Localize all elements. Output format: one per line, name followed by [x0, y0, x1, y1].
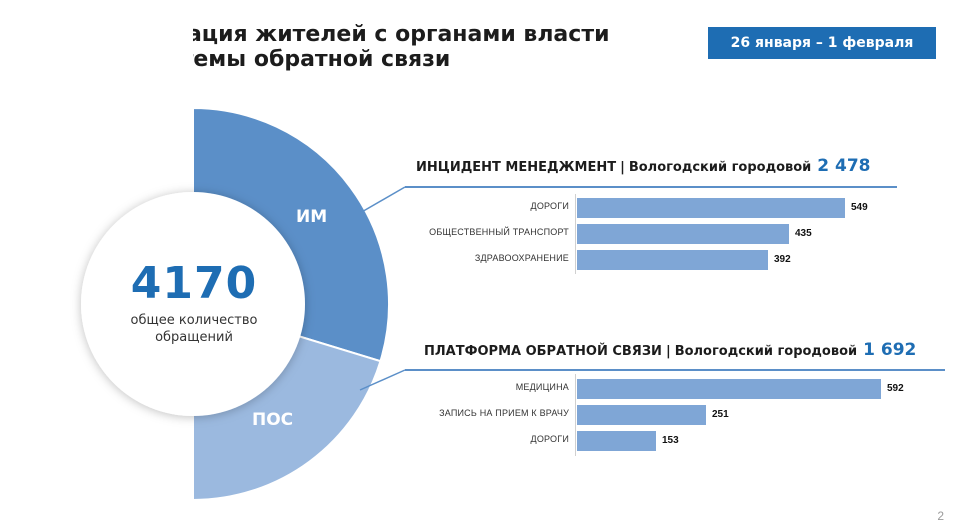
bar — [577, 405, 706, 425]
bar — [577, 198, 845, 218]
bar-category-label: ОБЩЕСТВЕННЫЙ ТРАНСПОРТ — [429, 227, 569, 237]
section-title-separator: | — [620, 160, 625, 175]
section-title-main: ПЛАТФОРМА ОБРАТНОЙ СВЯЗИ — [424, 344, 662, 359]
bar — [577, 224, 789, 244]
bar-category-label: ЗДРАВООХРАНЕНИЕ — [474, 253, 569, 263]
section-total: 1 692 — [863, 340, 917, 360]
bar — [577, 250, 768, 270]
section-total: 2 478 — [817, 156, 871, 176]
bar-category-label: ЗАПИСЬ НА ПРИЕМ К ВРАЧУ — [439, 408, 569, 418]
donut-center-circle — [81, 192, 305, 416]
bar-axis-platform — [575, 374, 576, 456]
bar — [577, 379, 881, 399]
bar-value-label: 435 — [795, 228, 812, 239]
page-number: 2 — [937, 509, 944, 523]
bar-category-label: МЕДИЦИНА — [515, 382, 569, 392]
section-title-sub: Вологодский городовой — [628, 160, 812, 175]
bar-value-label: 392 — [774, 254, 791, 265]
section-title-main: ИНЦИДЕНТ МЕНЕДЖМЕНТ — [416, 160, 617, 175]
bar-value-label: 592 — [887, 383, 904, 394]
bar-axis-incident — [575, 194, 576, 274]
total-value: 4170 — [130, 258, 258, 309]
segment-label-im: ИМ — [296, 207, 328, 227]
bar-value-label: 251 — [712, 409, 729, 420]
bar-category-label: ДОРОГИ — [530, 434, 569, 444]
total-label: общее количество обращений — [130, 313, 258, 345]
bar-category-label: ДОРОГИ — [530, 201, 569, 211]
bar — [577, 431, 656, 451]
section-title-separator: | — [665, 344, 671, 359]
total-summary: 4170 общее количество обращений — [84, 258, 304, 346]
section-title-platform: ПЛАТФОРМА ОБРАТНОЙ СВЯЗИ | Вологодский г… — [424, 340, 916, 360]
bar-value-label: 549 — [851, 202, 868, 213]
section-divider-incident — [405, 186, 897, 188]
section-divider-platform — [405, 369, 945, 371]
date-range-badge: 26 января – 1 февраля — [708, 27, 936, 59]
connector-line-pos — [359, 369, 406, 391]
connector-line-im — [359, 186, 406, 214]
section-title-incident: ИНЦИДЕНТ МЕНЕДЖМЕНТ | Вологодский городо… — [416, 156, 871, 176]
bar-value-label: 153 — [662, 435, 679, 446]
segment-label-pos: ПОС — [252, 410, 294, 430]
section-title-sub: Вологодский городовой — [674, 344, 858, 359]
